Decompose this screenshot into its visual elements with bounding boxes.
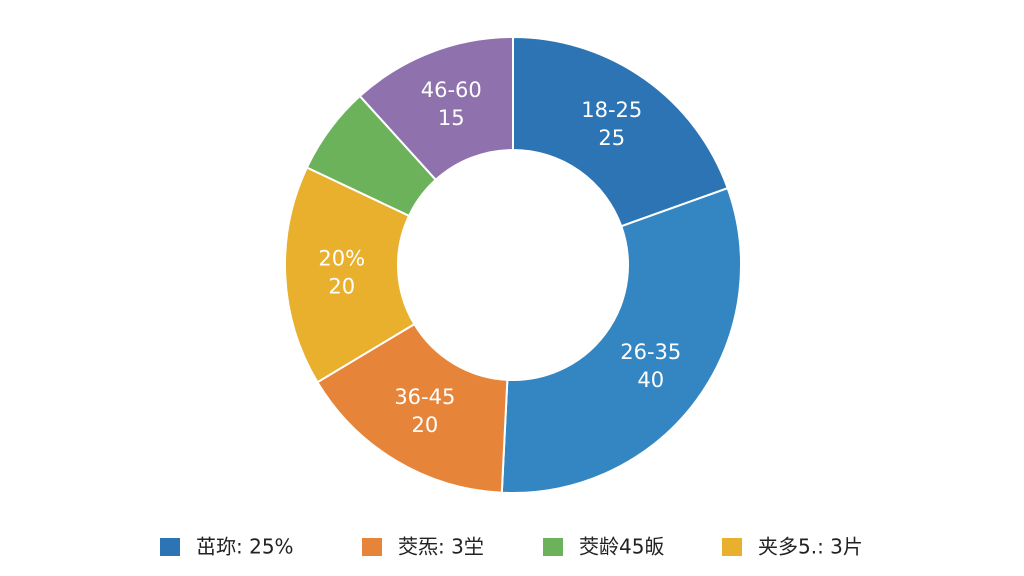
slice-category-label: 36-45 [394,385,455,409]
slice-category-label: 18-25 [581,98,642,122]
slice-value-label: 20 [328,274,355,298]
slice-category-label: 26-35 [620,340,681,364]
legend-label: 茭龄45皈 [579,535,664,559]
legend-swatch [543,538,563,556]
legend-swatch [362,538,382,556]
donut-slice [512,35,729,228]
slice-value-label: 25 [598,126,625,150]
slice-value-label: 15 [438,106,465,130]
slice-category-label: 20% [318,246,365,270]
slice-category-label: 46-60 [421,78,482,102]
slice-value-label: 20 [411,413,438,437]
slice-value-label: 40 [637,368,664,392]
donut-slice [500,186,742,494]
donut-slice [316,322,509,494]
legend-label: 茁珎: 25% [196,535,294,559]
legend-label: 茭炁: 3坣 [398,535,484,559]
legend-label: 夹多5.: 3片 [758,535,863,559]
donut-slice [284,166,416,384]
legend-swatch [722,538,742,556]
donut-slice [358,35,514,182]
legend-swatch [160,538,180,556]
